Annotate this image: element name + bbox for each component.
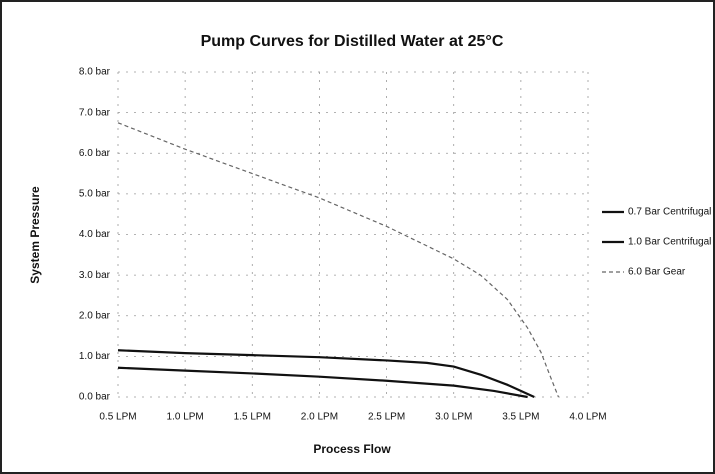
y-tick-label: 2.0 bar [79,310,111,321]
series-line [117,366,528,399]
y-tick-label: 5.0 bar [79,189,111,200]
x-tick-label: 1.5 LPM [234,412,271,423]
x-tick-label: 4.0 LPM [569,412,606,423]
x-tick-label: 0.5 LPM [99,412,136,423]
y-tick-label: 4.0 bar [79,229,111,240]
x-tick-label: 2.0 LPM [301,412,338,423]
x-axis-title: Process Flow [313,442,391,456]
legend-label: 0.7 Bar Centrifugal [628,207,711,218]
x-tick-label: 3.5 LPM [502,412,539,423]
x-tick-label: 3.0 LPM [435,412,472,423]
y-tick-label: 8.0 bar [79,67,111,78]
y-tick-label: 6.0 bar [79,148,111,159]
y-tick-label: 1.0 bar [79,351,111,362]
x-tick-label: 1.0 LPM [167,412,204,423]
y-axis-title: System Pressure [28,186,42,284]
series-line [117,122,560,398]
x-tick-label: 2.5 LPM [368,412,405,423]
legend-label: 1.0 Bar Centrifugal [628,237,711,248]
series-line [117,349,535,399]
y-tick-label: 7.0 bar [79,107,111,118]
chart-title: Pump Curves for Distilled Water at 25°C [201,33,504,50]
legend-label: 6.0 Bar Gear [628,267,686,278]
y-tick-label: 0.0 bar [79,392,111,403]
y-tick-label: 3.0 bar [79,270,111,281]
